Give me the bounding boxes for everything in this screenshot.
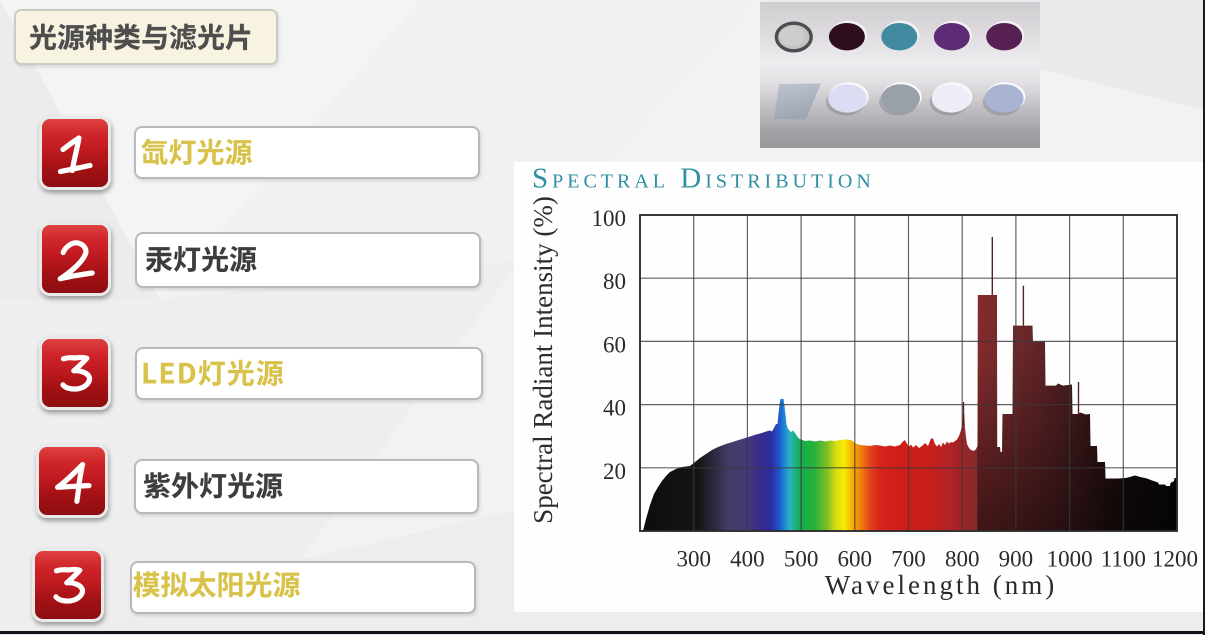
svg-text:900: 900: [999, 547, 1033, 572]
svg-text:800: 800: [945, 547, 980, 572]
svg-text:40: 40: [603, 396, 626, 421]
svg-text:700: 700: [891, 547, 926, 572]
svg-text:1200: 1200: [1152, 547, 1198, 572]
svg-text:400: 400: [730, 547, 765, 572]
svg-text:Spectral Radiant Intensity (%): Spectral Radiant Intensity (%): [528, 196, 558, 524]
svg-text:500: 500: [784, 547, 819, 572]
svg-text:60: 60: [603, 332, 626, 357]
svg-text:1100: 1100: [1101, 547, 1146, 572]
svg-text:300: 300: [676, 547, 711, 572]
svg-text:80: 80: [603, 269, 626, 294]
svg-text:Wavelength (nm): Wavelength (nm): [825, 570, 1058, 600]
svg-text:Spectral Distribution: Spectral Distribution: [532, 163, 875, 195]
svg-text:1000: 1000: [1047, 547, 1093, 572]
svg-text:100: 100: [592, 206, 627, 231]
svg-text:20: 20: [603, 459, 626, 484]
svg-text:600: 600: [838, 547, 873, 572]
